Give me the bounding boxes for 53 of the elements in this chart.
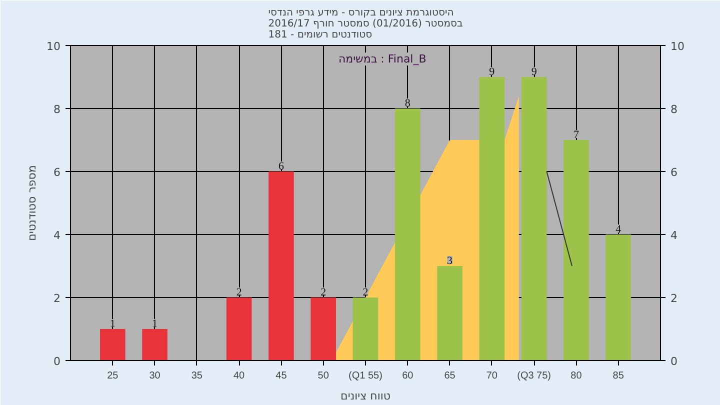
y2-tick-label: 6 <box>670 166 678 179</box>
x-tick-label: (Q3 75) <box>517 370 552 382</box>
data-label: 9 <box>531 66 538 78</box>
bar <box>142 329 168 360</box>
data-label: 2 <box>362 286 368 298</box>
bar <box>395 108 420 360</box>
y2-tick-label: 8 <box>670 103 678 116</box>
bar <box>226 298 252 360</box>
y-tick-label: 10 <box>46 40 61 53</box>
annotation: במשימה : Final_B <box>338 52 426 66</box>
x-tick-label: 70 <box>486 370 498 382</box>
bar <box>479 77 505 360</box>
y-tick-label: 6 <box>54 166 60 179</box>
data-label: 1 <box>152 318 158 330</box>
y-tick-label: 0 <box>54 355 60 368</box>
x-tick-label: 60 <box>402 370 414 382</box>
x-tick-label: 65 <box>444 370 456 382</box>
x-tick-label: 35 <box>191 370 203 382</box>
x-tick-label: (Q1 55) <box>348 370 382 382</box>
bar <box>606 234 631 360</box>
y-tick-label: 8 <box>54 103 60 116</box>
x-tick-label: 50 <box>318 370 330 382</box>
bar <box>564 140 589 360</box>
data-label: 9 <box>489 66 496 78</box>
data-label: 1 <box>110 318 116 330</box>
data-label: 6 <box>278 160 284 172</box>
y2-tick-label: 0 <box>670 355 678 368</box>
data-label: 8 <box>404 98 411 110</box>
y2-tick-label: 2 <box>670 292 678 305</box>
bar <box>100 329 126 360</box>
x-tick-label: 40 <box>234 370 246 382</box>
y-axis-title: מספר סטודנטים <box>26 165 39 241</box>
y2-tick-label: 4 <box>670 229 678 242</box>
y2-tick-label: 10 <box>670 40 684 53</box>
bar <box>521 77 547 360</box>
bar <box>268 172 294 360</box>
chart-title: היסטוגרמת ציונים בקורס - מידע גרפי הנדסי בסמסטר (01/2016) סמסטר חורף 2016/17 סטודנטים רשומים - 181 <box>268 8 463 40</box>
x-tick-label: 45 <box>276 370 288 382</box>
y-tick-label: 4 <box>54 229 60 242</box>
x-tick-label: 25 <box>107 370 119 382</box>
x-tick-label: 85 <box>612 370 624 382</box>
bar <box>437 266 462 360</box>
data-label: 2 <box>236 286 242 298</box>
bar <box>352 298 378 360</box>
x-tick-label: 80 <box>570 370 582 382</box>
y-tick-label: 2 <box>54 292 60 305</box>
x-tick-label: 30 <box>149 370 161 382</box>
data-label: 7 <box>573 129 580 141</box>
x-axis-title: טווח ציונים <box>340 390 390 402</box>
data-label: 3 <box>447 255 454 267</box>
data-label: 2 <box>320 286 326 298</box>
data-label: 4 <box>616 224 622 236</box>
bar <box>310 298 336 360</box>
